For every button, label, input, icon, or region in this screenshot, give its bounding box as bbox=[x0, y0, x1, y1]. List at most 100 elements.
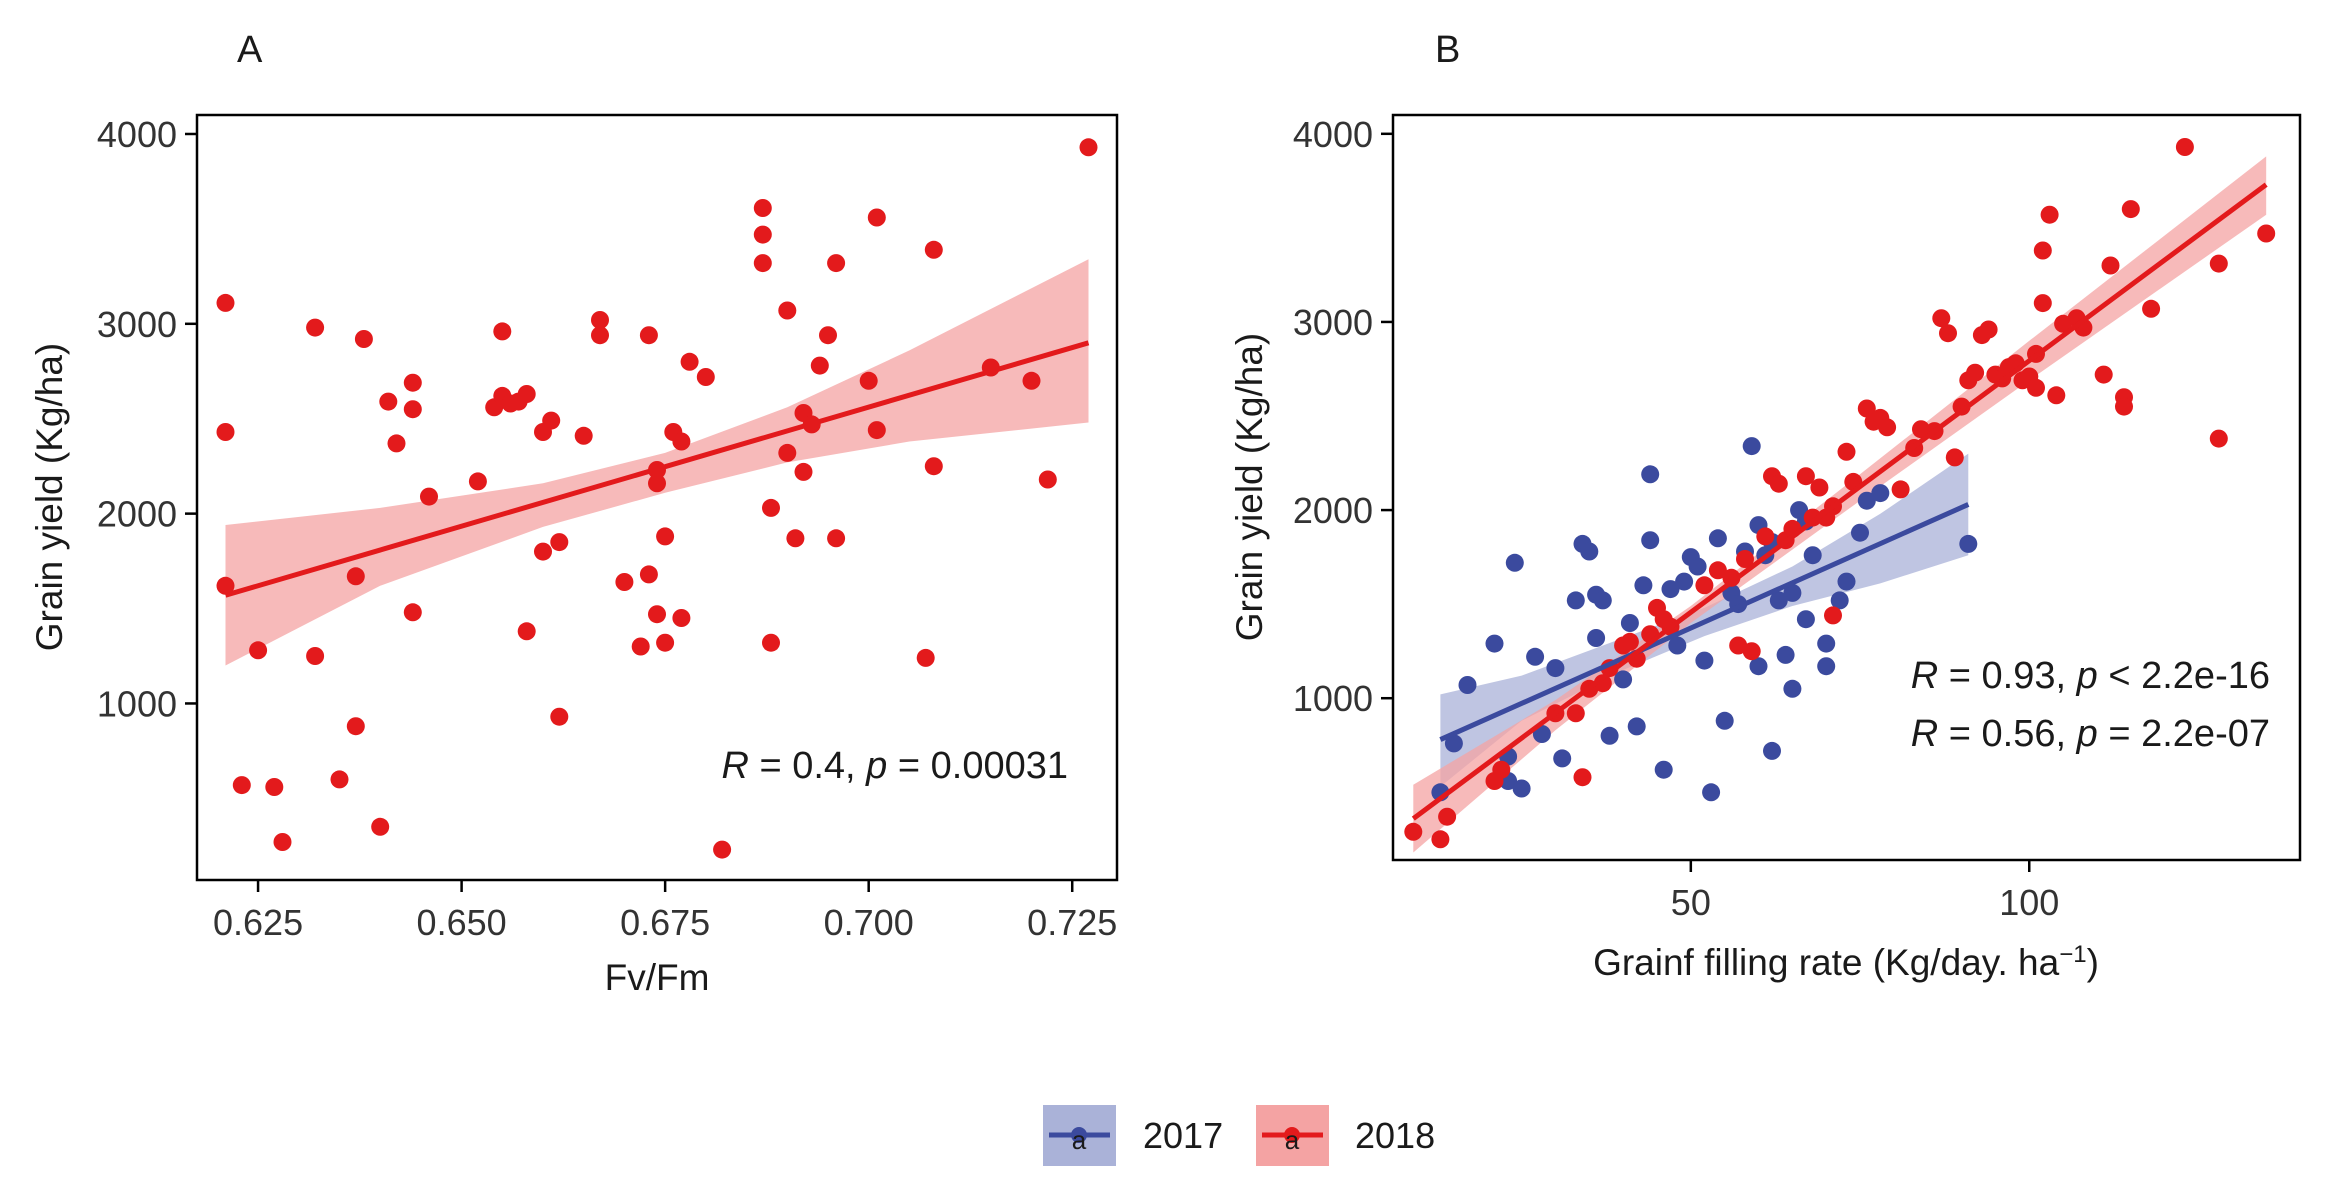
panel-b-point-2018 bbox=[2101, 256, 2120, 275]
panel-b-point-2018 bbox=[2257, 224, 2276, 243]
panel-b-y-ticks: 1000 2000 3000 4000 bbox=[1293, 114, 1393, 719]
panel-b-point-2017 bbox=[1857, 491, 1876, 510]
panel-b-fit-lines bbox=[1411, 182, 2268, 821]
panel-b-point-2017 bbox=[1817, 634, 1836, 653]
panel-a-point-2018 bbox=[1022, 371, 1041, 390]
panel-b-point-2017 bbox=[1695, 651, 1714, 670]
panel-b-point-2017 bbox=[1769, 591, 1788, 610]
panel-b-point-2018 bbox=[1769, 474, 1788, 493]
panel-a-point-2018 bbox=[387, 434, 406, 453]
panel-a-point-2018 bbox=[680, 352, 699, 371]
legend-item-2017: a 2017 bbox=[1043, 1105, 1223, 1166]
panel-b-point-2018 bbox=[2033, 294, 2052, 313]
panel-b-point-2017 bbox=[1458, 676, 1477, 694]
panel-a-y-tick-label: 1000 bbox=[97, 683, 177, 724]
panel-b-point-2018 bbox=[1492, 760, 1511, 779]
panel-a-point-2018 bbox=[403, 400, 422, 419]
panel-a-point-2018 bbox=[493, 322, 512, 341]
panel-a-point-2018 bbox=[672, 432, 691, 451]
panel-b-fit-line-2017 bbox=[1439, 502, 1970, 742]
panel-b-point-2017 bbox=[1600, 726, 1619, 745]
panel-a-x-tick-label: 0.675 bbox=[620, 902, 710, 943]
panel-a-point-2018 bbox=[827, 529, 846, 548]
panel-b-y-tick-label: 2000 bbox=[1293, 490, 1373, 531]
panel-b-point-2018 bbox=[2121, 200, 2140, 219]
panel-a-point-2018 bbox=[1079, 138, 1098, 157]
panel-b-point-2017 bbox=[1783, 583, 1802, 602]
panel-b-point-2018 bbox=[1722, 568, 1741, 587]
panel-b-point-2018 bbox=[1891, 480, 1910, 499]
panel-b-point-2017 bbox=[1702, 783, 1721, 802]
panel-a-x-tick-label: 0.650 bbox=[417, 902, 507, 943]
panel-b-point-2017 bbox=[1634, 576, 1653, 595]
panel-a-point-2018 bbox=[574, 426, 593, 445]
panel-b-point-2017 bbox=[1587, 629, 1606, 647]
panel-b-point-2017 bbox=[1749, 657, 1768, 676]
panel-b-point-2018 bbox=[1810, 478, 1829, 497]
panel-a-point-2018 bbox=[794, 462, 813, 481]
panel-a-point-2018 bbox=[403, 373, 422, 392]
panel-b-point-2017 bbox=[1742, 437, 1761, 456]
panel-b-point-2017 bbox=[1783, 679, 1802, 698]
panel-b-point-2018 bbox=[2040, 205, 2059, 224]
panel-b-point-2017 bbox=[1837, 572, 1856, 591]
panel-b-point-2017 bbox=[1668, 636, 1687, 655]
panel-a-x-ticks: 0.625 0.650 0.675 0.700 0.725 bbox=[213, 880, 1117, 943]
panel-a-point-2018 bbox=[265, 778, 284, 796]
panel-b-point-2017 bbox=[1776, 645, 1795, 664]
panel-b-point-2017 bbox=[1505, 553, 1524, 572]
panel-b-point-2018 bbox=[1939, 324, 1957, 343]
panel-a-point-2018 bbox=[346, 567, 365, 586]
panel-b-point-2018 bbox=[1620, 632, 1639, 651]
panel-b-point-2018 bbox=[2047, 386, 2066, 405]
panel-a-point-2018 bbox=[656, 527, 675, 546]
panel-b-point-2017 bbox=[1817, 657, 1836, 676]
panel-a-point-2018 bbox=[550, 707, 569, 726]
legend-label-2017: 2017 bbox=[1143, 1115, 1223, 1156]
panel-b-point-2017 bbox=[1620, 614, 1639, 632]
panel-a-point-2018 bbox=[420, 487, 438, 506]
panel-a-point-2018 bbox=[615, 573, 634, 591]
panel-b-point-2017 bbox=[1661, 580, 1680, 599]
panel-b-point-2018 bbox=[1708, 561, 1727, 580]
panel-a-y-tick-label: 2000 bbox=[97, 494, 177, 535]
panel-b-point-2017 bbox=[1675, 572, 1694, 591]
panel-a-point-2018 bbox=[827, 254, 846, 273]
panel-a-point-2018 bbox=[216, 423, 235, 441]
panel-b-point-2018 bbox=[2175, 138, 2194, 156]
panel-b-point-2018 bbox=[2033, 241, 2052, 260]
panel-a-point-2018 bbox=[1038, 470, 1057, 489]
panel-a-point-2018 bbox=[639, 326, 658, 345]
panel-b-point-2018 bbox=[1837, 442, 1856, 461]
legend-key-2017-glyph: a bbox=[1072, 1125, 1087, 1155]
panel-a-p-value: 0.00031 bbox=[931, 745, 1068, 787]
panel-b-point-2017 bbox=[1532, 725, 1551, 743]
panel-a-point-2018 bbox=[753, 199, 772, 217]
panel-b-point-2018 bbox=[2027, 378, 2045, 397]
panel-a-point-2018 bbox=[542, 411, 561, 430]
panel-b-point-2018 bbox=[2142, 299, 2161, 318]
panel-a-correlation-annotation: R = 0.4, p = 0.00031 bbox=[721, 745, 1068, 787]
panel-a-point-2018 bbox=[403, 603, 422, 622]
panel-b-point-2018 bbox=[1945, 448, 1964, 467]
panel-b-point-2017 bbox=[1566, 591, 1585, 610]
panel-a-y-axis-title: Grain yield (Kg/ha) bbox=[29, 343, 70, 651]
panel-b-point-2017 bbox=[1580, 542, 1599, 561]
panel-a-point-2018 bbox=[778, 301, 797, 320]
panel-a-point-2018 bbox=[591, 311, 609, 329]
panel-a-point-2018 bbox=[762, 498, 780, 517]
panel-a-y-tick-label: 4000 bbox=[97, 114, 177, 155]
panel-a-point-2018 bbox=[379, 392, 398, 411]
panel-a-points bbox=[216, 138, 1098, 859]
panel-a-point-2018 bbox=[468, 472, 487, 491]
panel-b-x-tick-label: 50 bbox=[1671, 882, 1711, 923]
panel-b-point-2017 bbox=[1654, 760, 1673, 779]
panel-a-point-2018 bbox=[232, 776, 251, 795]
panel-a-point-2018 bbox=[273, 833, 292, 851]
panel-b-x-tick-label: 100 bbox=[1999, 882, 2059, 923]
panel-a-point-2018 bbox=[517, 385, 536, 403]
panel-a-label: A bbox=[237, 29, 263, 71]
panel-b-point-2017 bbox=[1614, 670, 1633, 689]
panel-a-point-2018 bbox=[534, 542, 552, 561]
panel-b-point-2017 bbox=[1641, 465, 1660, 484]
